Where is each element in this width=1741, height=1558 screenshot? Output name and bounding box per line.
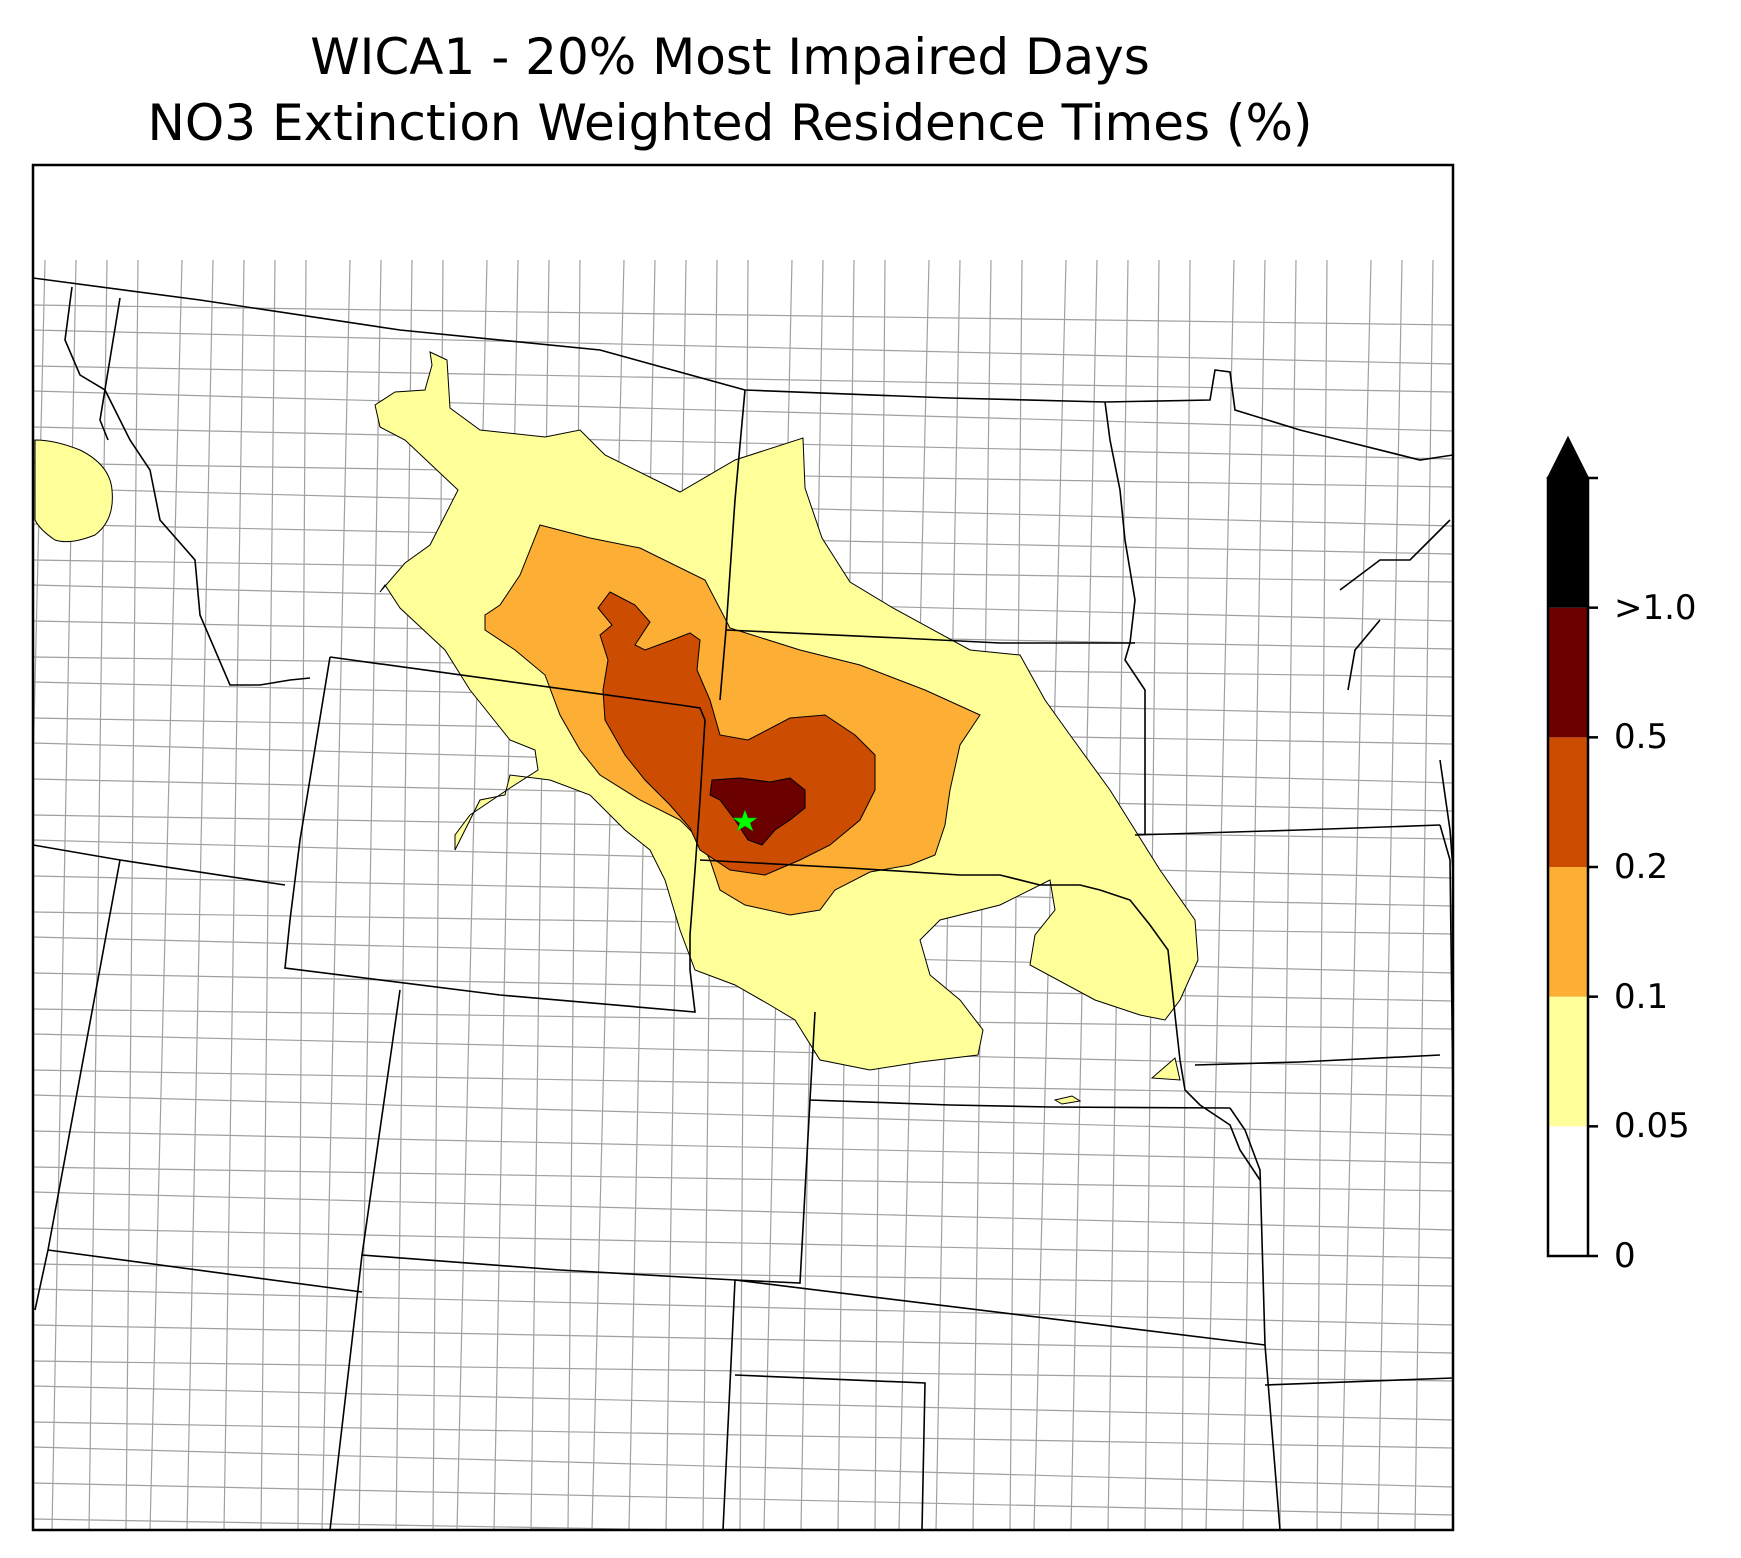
colorbar-tick-label: 0.2 — [1614, 847, 1669, 887]
iowa-missouri-border — [1194, 1054, 1441, 1066]
nevada-border — [34, 859, 121, 1311]
utah-border — [329, 1254, 363, 1530]
contour-band-0.05-se1 — [1150, 1057, 1181, 1081]
site-marker-star-icon — [732, 809, 758, 832]
colorbar-band — [1548, 996, 1588, 1127]
north-south-dakota-border — [725, 629, 1135, 644]
colorbar-band — [1548, 1126, 1588, 1256]
utah-arizona-border — [47, 1249, 363, 1293]
wyoming-border — [284, 656, 706, 1013]
colorbar-tick-label: >1.0 — [1614, 587, 1697, 628]
colorbar-bands — [1548, 478, 1588, 1256]
canada-border — [33, 277, 1453, 461]
missouri-oklahoma-border — [1264, 1344, 1281, 1530]
oklahoma-panhandle — [722, 1279, 926, 1530]
colorbar-band — [1548, 607, 1588, 738]
colorbar-ticks — [1588, 476, 1598, 1258]
illinois-iowa-border — [1439, 824, 1453, 1101]
colorbar-band — [1548, 478, 1588, 608]
colorbar-tick-label: 0.5 — [1614, 717, 1669, 758]
colorado-border — [361, 989, 811, 1284]
montana-dakota-border — [719, 389, 746, 701]
contour-band-0.05-se2 — [1053, 1095, 1082, 1105]
colorbar-tick-label: 0.05 — [1614, 1106, 1690, 1147]
iowa-minnesota-border — [1134, 824, 1441, 836]
map-title-line2: NO3 Extinction Weighted Residence Times … — [147, 94, 1313, 152]
kansas-missouri-border — [1229, 1107, 1266, 1346]
missouri-arkansas-border — [1264, 1377, 1453, 1386]
dakota-minnesota-border — [1104, 401, 1146, 835]
contour-band-0.05-west — [34, 439, 113, 543]
nebraska-kansas-border — [809, 1011, 1231, 1109]
contour-band-0.5 — [709, 777, 806, 846]
colorbar-tick-label: 0.1 — [1614, 976, 1669, 1017]
colorbar-tick-label: 0 — [1614, 1236, 1636, 1276]
contour-band-0.2 — [597, 591, 876, 876]
idaho-montana-border — [64, 286, 311, 686]
colorbar-band — [1548, 867, 1588, 997]
contour-bands — [34, 351, 1199, 1105]
colorbar — [1546, 435, 1598, 1258]
map-frame — [31, 163, 1455, 1532]
state-borders — [33, 277, 1453, 1530]
map-title-line1: WICA1 - 20% Most Impaired Days — [310, 28, 1150, 86]
washington-idaho-border — [99, 297, 121, 441]
map-area — [33, 259, 1453, 1530]
south-dakota-nebraska-border — [699, 859, 1261, 1181]
colorbar-band — [1548, 737, 1588, 867]
colorbar-extend-arrow — [1546, 435, 1590, 479]
kansas-oklahoma-border — [734, 1279, 1266, 1346]
